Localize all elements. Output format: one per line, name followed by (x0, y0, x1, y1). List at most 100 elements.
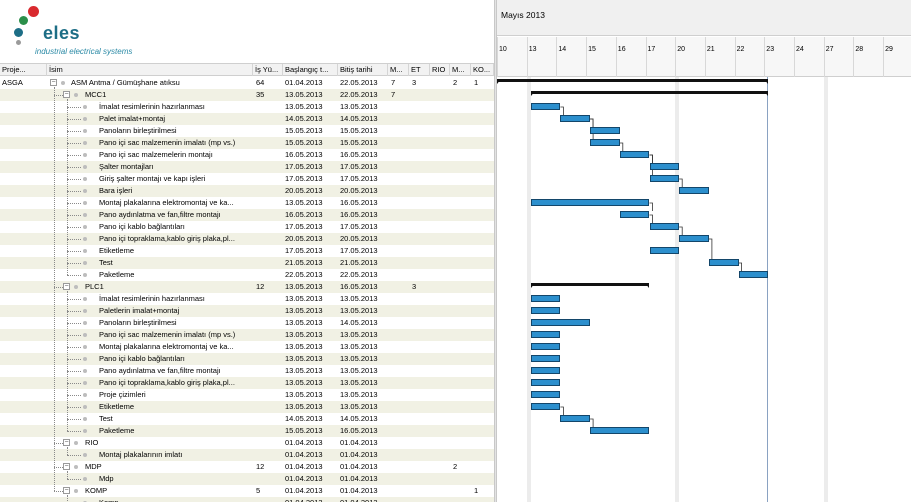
summary-bar[interactable] (497, 79, 769, 84)
cell-start: 13.05.2013 (285, 330, 323, 339)
table-row[interactable]: MCC1 35 13.05.2013 22.05.2013 7 − (0, 89, 494, 101)
table-row[interactable]: Etiketleme 17.05.2013 17.05.2013 (0, 245, 494, 257)
cell-start: 01.04.2013 (285, 497, 338, 502)
column-header-project[interactable]: Proje... (0, 64, 47, 76)
table-row[interactable]: Paketleme 22.05.2013 22.05.2013 (0, 269, 494, 281)
task-bar[interactable] (619, 151, 650, 158)
task-bar[interactable] (649, 247, 680, 254)
summary-bar[interactable] (530, 283, 650, 288)
column-header-m[interactable]: M... (388, 64, 409, 76)
leaf-dot-icon (83, 297, 87, 301)
task-bar[interactable] (590, 427, 650, 434)
table-row[interactable]: Proje çizimleri 13.05.2013 13.05.2013 (0, 389, 494, 401)
collapse-toggle[interactable]: − (50, 79, 57, 86)
column-header-start[interactable]: Başlangıç t... (283, 64, 338, 76)
task-bar[interactable] (530, 307, 561, 314)
table-row[interactable]: İmalat resimlerinin hazırlanması 13.05.20… (0, 101, 494, 113)
table-row[interactable]: Etiketleme 13.05.2013 13.05.2013 (0, 401, 494, 413)
task-bar[interactable] (530, 343, 561, 350)
column-header-name[interactable]: İsim (47, 64, 253, 76)
cell-et (412, 341, 430, 353)
collapse-toggle[interactable]: − (63, 487, 70, 494)
table-row[interactable]: Pano içi topraklama,kablo giriş plaka,pl… (0, 233, 494, 245)
task-bar[interactable] (649, 163, 680, 170)
task-bar[interactable] (530, 319, 591, 326)
splitter[interactable] (494, 0, 497, 502)
table-row[interactable]: Montaj plakalarına elektromontaj ve ka..… (0, 197, 494, 209)
task-bar[interactable] (708, 259, 739, 266)
table-row[interactable]: RIO 01.04.2013 01.04.2013 − (0, 437, 494, 449)
collapse-toggle[interactable]: − (63, 463, 70, 470)
table-row[interactable]: Şalter montajları 17.05.2013 17.05.2013 (0, 161, 494, 173)
table-row[interactable]: PLC1 12 13.05.2013 16.05.2013 3 − (0, 281, 494, 293)
table-row[interactable]: Pano içi sac malzemenin imalatı (mp vs.)… (0, 137, 494, 149)
task-bar[interactable] (530, 391, 561, 398)
collapse-toggle[interactable]: − (63, 283, 70, 290)
task-bar[interactable] (530, 379, 561, 386)
table-row[interactable]: Pano içi sac malzemenin imalatı (mp vs.)… (0, 329, 494, 341)
task-bar[interactable] (530, 367, 561, 374)
table-row[interactable]: Montaj plakalarına elektromontaj ve ka..… (0, 341, 494, 353)
task-bar[interactable] (530, 103, 561, 110)
task-bar[interactable] (619, 211, 650, 218)
table-row[interactable]: Pano aydınlatma ve fan,filtre montajı 16.… (0, 209, 494, 221)
table-row[interactable]: Mdp 01.04.2013 01.04.2013 (0, 473, 494, 485)
table-row[interactable]: Pano aydınlatma ve fan,filtre montajı 13.… (0, 365, 494, 377)
cell-m2 (453, 149, 471, 161)
task-bar[interactable] (590, 139, 620, 146)
task-bar[interactable] (560, 115, 591, 122)
collapse-toggle[interactable]: − (63, 91, 70, 98)
task-bar[interactable] (530, 199, 650, 206)
table-row[interactable]: Pano içi sac malzemelerin montajı 16.05.2… (0, 149, 494, 161)
summary-bar[interactable] (530, 91, 769, 96)
task-bar[interactable] (649, 175, 680, 182)
day-gridline (526, 37, 528, 77)
task-bar[interactable] (560, 415, 591, 422)
column-header-rio[interactable]: RIO (430, 64, 450, 76)
cell-name: Montaj plakalarının imlatı (99, 450, 183, 459)
table-row[interactable]: İmalat resimlerinin hazırlanması 13.05.20… (0, 293, 494, 305)
table-row[interactable]: Test 14.05.2013 14.05.2013 (0, 413, 494, 425)
column-header-ko[interactable]: KO... (471, 64, 494, 76)
cell-name: Pano içi kablo bağlantıları (99, 222, 185, 231)
table-row[interactable]: Paletlerin imalat+montaj 13.05.2013 13.05.… (0, 305, 494, 317)
cell-ko (474, 125, 494, 137)
cell-rio (433, 437, 450, 449)
column-header-workload[interactable]: İş Yü... (253, 64, 283, 76)
table-row[interactable]: MDP 12 01.04.2013 01.04.2013 2 − (0, 461, 494, 473)
task-bar[interactable] (738, 271, 769, 278)
column-header-m2[interactable]: M... (450, 64, 471, 76)
cell-rio (433, 413, 450, 425)
task-bar[interactable] (679, 235, 709, 242)
task-bar[interactable] (679, 187, 709, 194)
table-row[interactable]: Test 21.05.2013 21.05.2013 (0, 257, 494, 269)
table-row[interactable]: Pano içi topraklama,kablo giriş plaka,pl… (0, 377, 494, 389)
tree-connector (67, 291, 68, 431)
task-bar[interactable] (590, 127, 620, 134)
table-row[interactable]: Paketleme 15.05.2013 16.05.2013 (0, 425, 494, 437)
cell-m2 (453, 293, 471, 305)
table-row[interactable]: Pano içi kablo bağlantıları 17.05.2013 17.… (0, 221, 494, 233)
task-bar[interactable] (530, 355, 561, 362)
cell-rio (433, 485, 450, 497)
table-row[interactable]: Bara işleri 20.05.2013 20.05.2013 (0, 185, 494, 197)
task-bar[interactable] (530, 295, 561, 302)
task-bar[interactable] (649, 223, 680, 230)
table-row[interactable]: ASGA ASM Antma / Gümüşhane atıksu 64 01.04.… (0, 77, 494, 89)
table-row[interactable]: Giriş şalter montajı ve kapı işleri 17.05… (0, 173, 494, 185)
collapse-toggle[interactable]: − (63, 439, 70, 446)
table-row[interactable]: Palet imalat+montaj 14.05.2013 14.05.2013 (0, 113, 494, 125)
table-row[interactable]: Panoların birleştirilmesi 13.05.2013 14.05… (0, 317, 494, 329)
node-dot-icon (61, 81, 65, 85)
cell-end: 17.05.2013 (340, 222, 378, 231)
table-row[interactable]: Panoların birleştirilmesi 15.05.2013 15.05… (0, 125, 494, 137)
table-row[interactable]: Montaj plakalarının imlatı 01.04.2013 01.0… (0, 449, 494, 461)
table-row[interactable]: KOMP 5 01.04.2013 01.04.2013 1 − (0, 485, 494, 497)
summary-cap-right (764, 79, 769, 84)
column-header-end[interactable]: Bitiş tarihi (338, 64, 388, 76)
column-header-et[interactable]: ET (409, 64, 430, 76)
task-bar[interactable] (530, 403, 561, 410)
table-row[interactable]: Pano içi kablo bağlantıları 13.05.2013 13.… (0, 353, 494, 365)
task-bar[interactable] (530, 331, 561, 338)
